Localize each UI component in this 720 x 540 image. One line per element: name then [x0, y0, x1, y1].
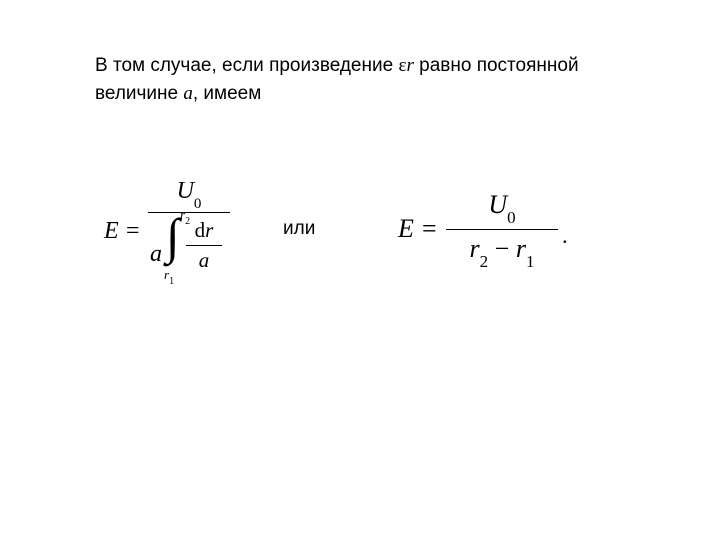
text-line-2a: величине	[95, 83, 183, 104]
eq2-minus: −	[495, 234, 516, 263]
eq1-integrand-den: a	[186, 248, 222, 273]
eq2-r2-r: r	[470, 234, 480, 263]
text-line-2b: , имеем	[193, 83, 261, 104]
slide: В том случае, если произведение εr равно…	[0, 0, 720, 540]
eq1-fraction: U0 a r2 ∫ r1 dr a	[148, 178, 230, 289]
eq2-fraction-bar	[446, 229, 558, 230]
eq2-equals: =	[422, 214, 437, 244]
r-symbol: r	[406, 55, 413, 76]
eq2-lhs: E	[398, 214, 414, 244]
eq1-U-sub: 0	[194, 196, 202, 212]
eq2-U-sub: 0	[507, 208, 516, 227]
eq1-lhs: E	[104, 218, 119, 245]
eq1-denominator: a r2 ∫ r1 dr a	[148, 215, 230, 289]
text-line-1a: В том случае, если произведение	[95, 55, 398, 76]
eq1-integral-lower: r1	[164, 267, 174, 286]
eq1-integrand-num: dr	[186, 218, 222, 243]
eq1-r-top: r	[205, 218, 213, 242]
paragraph: В том случае, если произведение εr равно…	[95, 52, 655, 107]
eq2-period: .	[562, 223, 568, 249]
eq1-integrand-bar	[186, 245, 222, 246]
eq2-r1-n: 1	[526, 252, 535, 271]
eq2-r2-n: 2	[480, 252, 489, 271]
or-text: или	[283, 218, 315, 240]
eq1-numerator: U0	[148, 178, 230, 209]
eq1-U: U	[177, 178, 194, 204]
eq2-denominator: r2 − r1	[446, 234, 558, 268]
eq1-denom-a: a	[150, 241, 162, 268]
a-symbol: a	[183, 83, 193, 104]
eq1-d: d	[195, 218, 206, 242]
eq1-equals: =	[126, 218, 140, 245]
eq1-integrand: dr a	[186, 218, 222, 273]
eq2-numerator: U0	[446, 190, 558, 224]
eq2-r1-r: r	[516, 234, 526, 263]
eq1-integral-sign: ∫	[166, 211, 180, 261]
eq1-lb-n: 1	[169, 276, 174, 287]
eq2-U: U	[488, 190, 507, 219]
text-line-1c: равно постоянной	[419, 55, 578, 76]
eq2-fraction: U0 r2 − r1	[446, 190, 558, 268]
